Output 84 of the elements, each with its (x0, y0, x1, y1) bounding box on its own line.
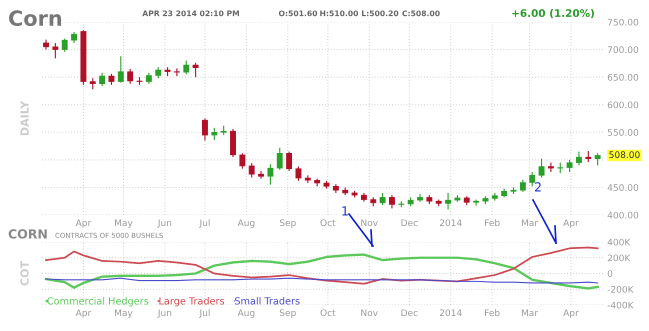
x-tick-label: Dec (401, 219, 418, 226)
y-tick-label: -200K (608, 286, 634, 293)
x-tick-label: Jun (157, 219, 172, 228)
candlestick (576, 151, 582, 166)
candlestick (127, 68, 134, 84)
y-tick-label: 400.00 (608, 212, 638, 219)
candlestick (192, 62, 199, 78)
candlestick (230, 128, 236, 158)
x-tick-label: Jul (199, 309, 210, 318)
candlestick (220, 125, 227, 136)
candlestick (557, 162, 564, 174)
x-tick-label: Dec (401, 309, 418, 316)
x-tick-label: Apr (563, 309, 579, 318)
candlestick (276, 147, 283, 170)
x-tick-label: Jun (157, 309, 172, 318)
candlestick (529, 171, 536, 187)
legend-label: Large Traders (159, 297, 224, 306)
candlestick (380, 192, 386, 206)
candlestick (62, 38, 68, 52)
legend-label: Small Traders (234, 297, 300, 305)
candlestick (108, 73, 114, 86)
candlestick (202, 118, 208, 142)
y-tick-label: 450.00 (608, 184, 638, 191)
y-tick-label: 400K (608, 238, 631, 246)
candlestick (296, 166, 302, 182)
candlestick (90, 78, 96, 90)
candlestick (239, 152, 246, 170)
candlestick (52, 42, 58, 59)
x-tick-label: Mar (522, 219, 538, 226)
x-tick-label: Sep (280, 309, 296, 318)
annotation: 2 (534, 182, 541, 192)
candlestick (520, 179, 526, 192)
candlestick (594, 152, 601, 166)
x-tick-label: Aug (238, 219, 254, 228)
x-tick-label: May (115, 219, 133, 228)
candlestick (389, 194, 395, 209)
x-tick-label: 2014 (440, 219, 462, 226)
candlestick (445, 192, 452, 210)
candlestick (71, 31, 78, 44)
line-series (45, 246, 599, 285)
x-tick-label: Apr (76, 309, 92, 318)
candlestick (566, 159, 573, 173)
chart-title: Corn (9, 10, 62, 26)
candlestick (267, 164, 274, 186)
x-tick-label: Feb (485, 219, 500, 226)
y-tick-label: 750.00 (608, 18, 638, 26)
x-tick-label: Jul (199, 219, 210, 228)
y-tick-label: 700.00 (608, 46, 638, 54)
candlestick (146, 72, 152, 84)
candlestick (548, 162, 554, 173)
annotation: 1 (342, 206, 348, 216)
candlestick (99, 72, 106, 87)
x-tick-label: May (115, 309, 133, 318)
candlestick (211, 127, 218, 141)
y-tick-label: 200K (608, 254, 631, 262)
candlestick (183, 60, 190, 75)
x-tick-label: Mar (522, 309, 538, 316)
annotation: 508.00 (609, 151, 640, 158)
x-tick-label: Apr (76, 219, 92, 228)
x-tick-label: Oct (320, 219, 336, 226)
candlestick (155, 66, 162, 79)
x-tick-label: Sep (280, 219, 296, 228)
candlestick (248, 162, 255, 178)
line-series (44, 253, 599, 290)
y-tick-label: 600.00 (608, 101, 638, 108)
legend-label: Commercial Hedgers (47, 297, 148, 306)
y-tick-label: 0 (608, 270, 612, 278)
candlestick (118, 56, 124, 84)
candlestick (538, 158, 545, 178)
candlestick (286, 151, 292, 172)
x-tick-label: Nov (361, 309, 378, 316)
y-tick-label: 650.00 (608, 74, 638, 81)
y-tick-label: 550.00 (608, 129, 638, 136)
x-tick-label: 2014 (440, 309, 462, 316)
x-tick-label: Aug (238, 309, 254, 318)
y-tick-label: -400K (608, 302, 634, 309)
x-tick-label: Apr (563, 219, 579, 228)
candlestick (585, 150, 592, 163)
x-tick-label: Feb (485, 309, 500, 316)
text: +6.00 (1.20%) (512, 8, 594, 18)
chart-title: CORN (8, 229, 47, 239)
x-tick-label: Nov (361, 219, 378, 226)
x-tick-label: Oct (320, 309, 336, 316)
candlestick (43, 39, 49, 50)
